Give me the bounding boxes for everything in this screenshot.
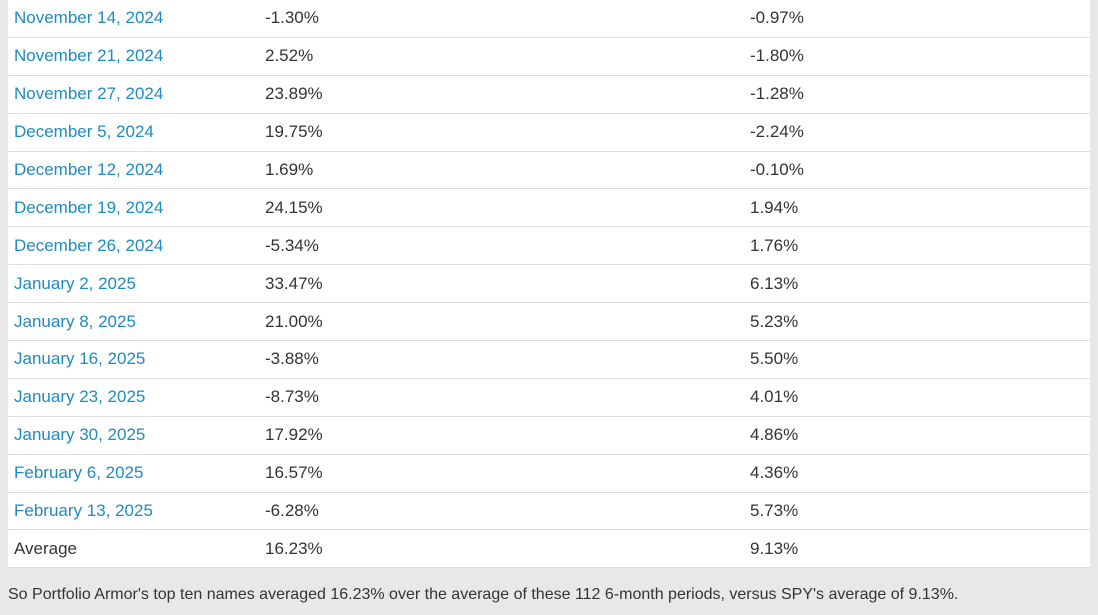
date-link[interactable]: December 26, 2024 xyxy=(14,235,164,255)
spy-return-cell: 9.13% xyxy=(744,529,1090,569)
top-ten-return-cell: -6.28% xyxy=(259,492,744,531)
returns-table-container: November 14, 2024 -1.30% -0.97% November 21… xyxy=(8,0,1090,569)
summary-paragraph: So Portfolio Armor's top ten names avera… xyxy=(8,586,959,604)
table-row: January 16, 2025 -3.88% 5.50% xyxy=(8,340,1090,379)
date-link[interactable]: January 8, 2025 xyxy=(14,311,136,331)
spy-return-cell: 6.13% xyxy=(744,264,1090,304)
spy-return-cell: 1.76% xyxy=(744,226,1090,266)
top-ten-return-cell: -1.30% xyxy=(259,0,744,38)
spy-return-cell: 5.23% xyxy=(744,302,1090,342)
top-ten-return-cell: 17.92% xyxy=(259,416,744,455)
spy-return-cell: 5.50% xyxy=(744,340,1090,379)
top-ten-return-cell: 24.15% xyxy=(259,188,744,228)
table-row: January 8, 2025 21.00% 5.23% xyxy=(8,302,1090,342)
date-cell: December 19, 2024 xyxy=(8,188,259,228)
spy-return-cell: -2.24% xyxy=(744,113,1090,152)
table-row: January 23, 2025 -8.73% 4.01% xyxy=(8,378,1090,417)
date-cell: December 26, 2024 xyxy=(8,226,259,266)
table-row: December 26, 2024 -5.34% 1.76% xyxy=(8,226,1090,266)
table-row: January 2, 2025 33.47% 6.13% xyxy=(8,264,1090,304)
table-row: November 14, 2024 -1.30% -0.97% xyxy=(8,0,1090,38)
date-cell: November 21, 2024 xyxy=(8,37,259,76)
date-link[interactable]: December 5, 2024 xyxy=(14,122,154,142)
top-ten-return-cell: 23.89% xyxy=(259,75,744,114)
top-ten-return-cell: 21.00% xyxy=(259,302,744,342)
table-row: December 5, 2024 19.75% -2.24% xyxy=(8,113,1090,152)
top-ten-return-cell: 2.52% xyxy=(259,37,744,76)
date-link[interactable]: February 6, 2025 xyxy=(14,463,144,483)
average-label: Average xyxy=(14,538,78,558)
top-ten-return-cell: -5.34% xyxy=(259,226,744,266)
date-link[interactable]: November 21, 2024 xyxy=(14,46,164,66)
top-ten-return-cell: -3.88% xyxy=(259,340,744,379)
date-cell: November 27, 2024 xyxy=(8,75,259,114)
top-ten-return-cell: 16.23% xyxy=(259,529,744,569)
date-cell: December 12, 2024 xyxy=(8,151,259,190)
table-row: November 27, 2024 23.89% -1.28% xyxy=(8,75,1090,114)
spy-return-cell: -0.10% xyxy=(744,151,1090,190)
date-link[interactable]: January 2, 2025 xyxy=(14,273,136,293)
date-link[interactable]: November 27, 2024 xyxy=(14,84,164,104)
top-ten-return-cell: -8.73% xyxy=(259,378,744,417)
top-ten-return-cell: 16.57% xyxy=(259,454,744,493)
spy-return-cell: -1.28% xyxy=(744,75,1090,114)
date-link[interactable]: January 16, 2025 xyxy=(14,349,146,369)
spy-return-cell: 5.73% xyxy=(744,492,1090,531)
top-ten-return-cell: 1.69% xyxy=(259,151,744,190)
returns-table: November 14, 2024 -1.30% -0.97% November 21… xyxy=(8,0,1090,569)
table-row: December 19, 2024 24.15% 1.94% xyxy=(8,188,1090,228)
date-link[interactable]: November 14, 2024 xyxy=(14,8,164,28)
spy-return-cell: 4.36% xyxy=(744,454,1090,493)
date-link[interactable]: January 30, 2025 xyxy=(14,425,146,445)
spy-return-cell: 4.86% xyxy=(744,416,1090,455)
table-row: February 13, 2025 -6.28% 5.73% xyxy=(8,492,1090,531)
table-row: December 12, 2024 1.69% -0.10% xyxy=(8,151,1090,190)
returns-table-body: November 14, 2024 -1.30% -0.97% November 21… xyxy=(8,0,1090,569)
table-row: January 30, 2025 17.92% 4.86% xyxy=(8,416,1090,455)
date-cell: November 14, 2024 xyxy=(8,0,259,38)
date-cell: January 2, 2025 xyxy=(8,264,259,304)
table-row: November 21, 2024 2.52% -1.80% xyxy=(8,37,1090,76)
spy-return-cell: -0.97% xyxy=(744,0,1090,38)
spy-return-cell: 1.94% xyxy=(744,188,1090,228)
top-ten-return-cell: 33.47% xyxy=(259,264,744,304)
date-cell: Average xyxy=(8,529,259,569)
table-row: February 6, 2025 16.57% 4.36% xyxy=(8,454,1090,493)
date-cell: January 30, 2025 xyxy=(8,416,259,455)
date-link[interactable]: December 12, 2024 xyxy=(14,160,164,179)
top-ten-return-cell: 19.75% xyxy=(259,113,744,152)
date-cell: January 8, 2025 xyxy=(8,302,259,342)
date-cell: February 6, 2025 xyxy=(8,454,259,493)
spy-return-cell: 4.01% xyxy=(744,378,1090,417)
date-cell: December 5, 2024 xyxy=(8,113,259,152)
date-link[interactable]: December 19, 2024 xyxy=(14,197,164,217)
table-row: Average 16.23% 9.13% xyxy=(8,529,1090,569)
date-cell: February 13, 2025 xyxy=(8,492,259,531)
spy-return-cell: -1.80% xyxy=(744,37,1090,76)
date-cell: January 16, 2025 xyxy=(8,340,259,379)
date-link[interactable]: February 13, 2025 xyxy=(14,501,153,521)
date-link[interactable]: January 23, 2025 xyxy=(14,387,146,407)
date-cell: January 23, 2025 xyxy=(8,378,259,417)
